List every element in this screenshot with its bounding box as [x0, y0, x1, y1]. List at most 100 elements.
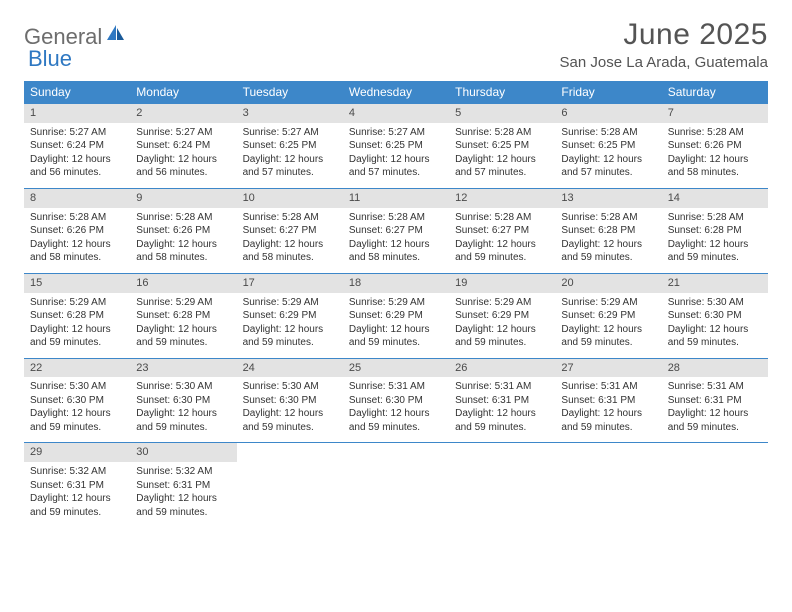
sunset-text: Sunset: 6:24 PM — [30, 139, 124, 153]
day-body: Sunrise: 5:29 AMSunset: 6:29 PMDaylight:… — [555, 293, 661, 358]
day-number: 15 — [24, 274, 130, 293]
day-cell: 4Sunrise: 5:27 AMSunset: 6:25 PMDaylight… — [343, 104, 449, 189]
sunset-text: Sunset: 6:28 PM — [561, 224, 655, 238]
calendar-table: Sunday Monday Tuesday Wednesday Thursday… — [24, 81, 768, 527]
sunrise-text: Sunrise: 5:30 AM — [668, 296, 762, 310]
day-body: Sunrise: 5:28 AMSunset: 6:28 PMDaylight:… — [555, 208, 661, 273]
day-number: 20 — [555, 274, 661, 293]
day-body: Sunrise: 5:29 AMSunset: 6:28 PMDaylight:… — [24, 293, 130, 358]
day-cell: 27Sunrise: 5:31 AMSunset: 6:31 PMDayligh… — [555, 358, 661, 443]
daylight-text: Daylight: 12 hours and 59 minutes. — [455, 238, 549, 265]
day-number: 4 — [343, 104, 449, 123]
day-cell: 28Sunrise: 5:31 AMSunset: 6:31 PMDayligh… — [662, 358, 768, 443]
day-body: Sunrise: 5:29 AMSunset: 6:28 PMDaylight:… — [130, 293, 236, 358]
sunrise-text: Sunrise: 5:29 AM — [30, 296, 124, 310]
week-row: 29Sunrise: 5:32 AMSunset: 6:31 PMDayligh… — [24, 443, 768, 527]
title-block: June 2025 San Jose La Arada, Guatemala — [560, 18, 768, 71]
calendar-body: 1Sunrise: 5:27 AMSunset: 6:24 PMDaylight… — [24, 104, 768, 528]
day-number: 21 — [662, 274, 768, 293]
day-number: 28 — [662, 359, 768, 378]
day-cell: 2 Sunrise: 5:27 AMSunset: 6:24 PMDaylight… — [130, 104, 236, 189]
sunrise-text: Sunrise: 5:28 AM — [455, 126, 549, 140]
sunset-text: Sunset: 6:27 PM — [349, 224, 443, 238]
day-cell: 25Sunrise: 5:31 AMSunset: 6:30 PMDayligh… — [343, 358, 449, 443]
daylight-text: Daylight: 12 hours and 57 minutes. — [455, 153, 549, 180]
sunrise-text: Sunrise: 5:28 AM — [30, 211, 124, 225]
day-number: 29 — [24, 443, 130, 462]
sunrise-text: Sunrise: 5:30 AM — [243, 380, 337, 394]
day-cell: 12Sunrise: 5:28 AMSunset: 6:27 PMDayligh… — [449, 188, 555, 273]
day-header-fri: Friday — [555, 81, 661, 104]
day-body: Sunrise: 5:28 AMSunset: 6:26 PMDaylight:… — [662, 123, 768, 188]
sunrise-text: Sunrise: 5:28 AM — [349, 211, 443, 225]
sunrise-text: Sunrise: 5:28 AM — [243, 211, 337, 225]
daylight-text: Daylight: 12 hours and 58 minutes. — [136, 238, 230, 265]
sunset-text: Sunset: 6:31 PM — [30, 479, 124, 493]
sunrise-text: Sunrise: 5:27 AM — [30, 126, 124, 140]
daylight-text: Daylight: 12 hours and 59 minutes. — [668, 238, 762, 265]
daylight-text: Daylight: 12 hours and 58 minutes. — [243, 238, 337, 265]
day-number: 19 — [449, 274, 555, 293]
daylight-text: Daylight: 12 hours and 59 minutes. — [243, 323, 337, 350]
day-cell: 8Sunrise: 5:28 AMSunset: 6:26 PMDaylight… — [24, 188, 130, 273]
day-cell: 26Sunrise: 5:31 AMSunset: 6:31 PMDayligh… — [449, 358, 555, 443]
sunrise-text: Sunrise: 5:32 AM — [30, 465, 124, 479]
day-body: Sunrise: 5:31 AMSunset: 6:31 PMDaylight:… — [449, 377, 555, 442]
day-cell: 18Sunrise: 5:29 AMSunset: 6:29 PMDayligh… — [343, 273, 449, 358]
day-body: Sunrise: 5:28 AMSunset: 6:25 PMDaylight:… — [449, 123, 555, 188]
day-number: 8 — [24, 189, 130, 208]
month-title: June 2025 — [560, 18, 768, 52]
logo-sail-icon — [106, 24, 126, 47]
day-body: Sunrise: 5:28 AMSunset: 6:27 PMDaylight:… — [449, 208, 555, 273]
sunset-text: Sunset: 6:26 PM — [668, 139, 762, 153]
daylight-text: Daylight: 12 hours and 56 minutes. — [136, 153, 230, 180]
day-number: 22 — [24, 359, 130, 378]
day-cell: 17Sunrise: 5:29 AMSunset: 6:29 PMDayligh… — [237, 273, 343, 358]
sunset-text: Sunset: 6:26 PM — [136, 224, 230, 238]
day-number: 18 — [343, 274, 449, 293]
daylight-text: Daylight: 12 hours and 59 minutes. — [455, 407, 549, 434]
day-number: 2 — [130, 104, 236, 123]
day-number: 11 — [343, 189, 449, 208]
sunset-text: Sunset: 6:31 PM — [561, 394, 655, 408]
sunrise-text: Sunrise: 5:31 AM — [561, 380, 655, 394]
sunset-text: Sunset: 6:31 PM — [668, 394, 762, 408]
sunset-text: Sunset: 6:30 PM — [30, 394, 124, 408]
sunset-text: Sunset: 6:24 PM — [136, 139, 230, 153]
daylight-text: Daylight: 12 hours and 59 minutes. — [30, 407, 124, 434]
day-cell — [449, 443, 555, 527]
day-body: Sunrise: 5:29 AMSunset: 6:29 PMDaylight:… — [343, 293, 449, 358]
day-body: Sunrise: 5:28 AMSunset: 6:26 PMDaylight:… — [130, 208, 236, 273]
sunrise-text: Sunrise: 5:29 AM — [136, 296, 230, 310]
sunrise-text: Sunrise: 5:27 AM — [243, 126, 337, 140]
day-number: 23 — [130, 359, 236, 378]
day-body: Sunrise: 5:32 AMSunset: 6:31 PMDaylight:… — [130, 462, 236, 527]
sunrise-text: Sunrise: 5:28 AM — [668, 126, 762, 140]
daylight-text: Daylight: 12 hours and 57 minutes. — [349, 153, 443, 180]
daylight-text: Daylight: 12 hours and 58 minutes. — [668, 153, 762, 180]
day-header-wed: Wednesday — [343, 81, 449, 104]
day-cell: 13Sunrise: 5:28 AMSunset: 6:28 PMDayligh… — [555, 188, 661, 273]
day-header-row: Sunday Monday Tuesday Wednesday Thursday… — [24, 81, 768, 104]
sunrise-text: Sunrise: 5:28 AM — [561, 126, 655, 140]
daylight-text: Daylight: 12 hours and 56 minutes. — [30, 153, 124, 180]
daylight-text: Daylight: 12 hours and 59 minutes. — [349, 323, 443, 350]
header: General June 2025 San Jose La Arada, Gua… — [24, 18, 768, 71]
day-cell: 9Sunrise: 5:28 AMSunset: 6:26 PMDaylight… — [130, 188, 236, 273]
daylight-text: Daylight: 12 hours and 59 minutes. — [136, 492, 230, 519]
day-cell — [237, 443, 343, 527]
sunrise-text: Sunrise: 5:28 AM — [561, 211, 655, 225]
sunset-text: Sunset: 6:29 PM — [243, 309, 337, 323]
day-header-thu: Thursday — [449, 81, 555, 104]
sunset-text: Sunset: 6:27 PM — [455, 224, 549, 238]
sunset-text: Sunset: 6:25 PM — [455, 139, 549, 153]
logo-blue-wrap: Blue — [28, 46, 72, 72]
day-body: Sunrise: 5:28 AMSunset: 6:27 PMDaylight:… — [343, 208, 449, 273]
day-body: Sunrise: 5:31 AMSunset: 6:31 PMDaylight:… — [662, 377, 768, 442]
sunrise-text: Sunrise: 5:27 AM — [349, 126, 443, 140]
sunrise-text: Sunrise: 5:27 AM — [136, 126, 230, 140]
day-number: 24 — [237, 359, 343, 378]
day-cell: 6Sunrise: 5:28 AMSunset: 6:25 PMDaylight… — [555, 104, 661, 189]
sunset-text: Sunset: 6:27 PM — [243, 224, 337, 238]
day-cell: 3Sunrise: 5:27 AMSunset: 6:25 PMDaylight… — [237, 104, 343, 189]
